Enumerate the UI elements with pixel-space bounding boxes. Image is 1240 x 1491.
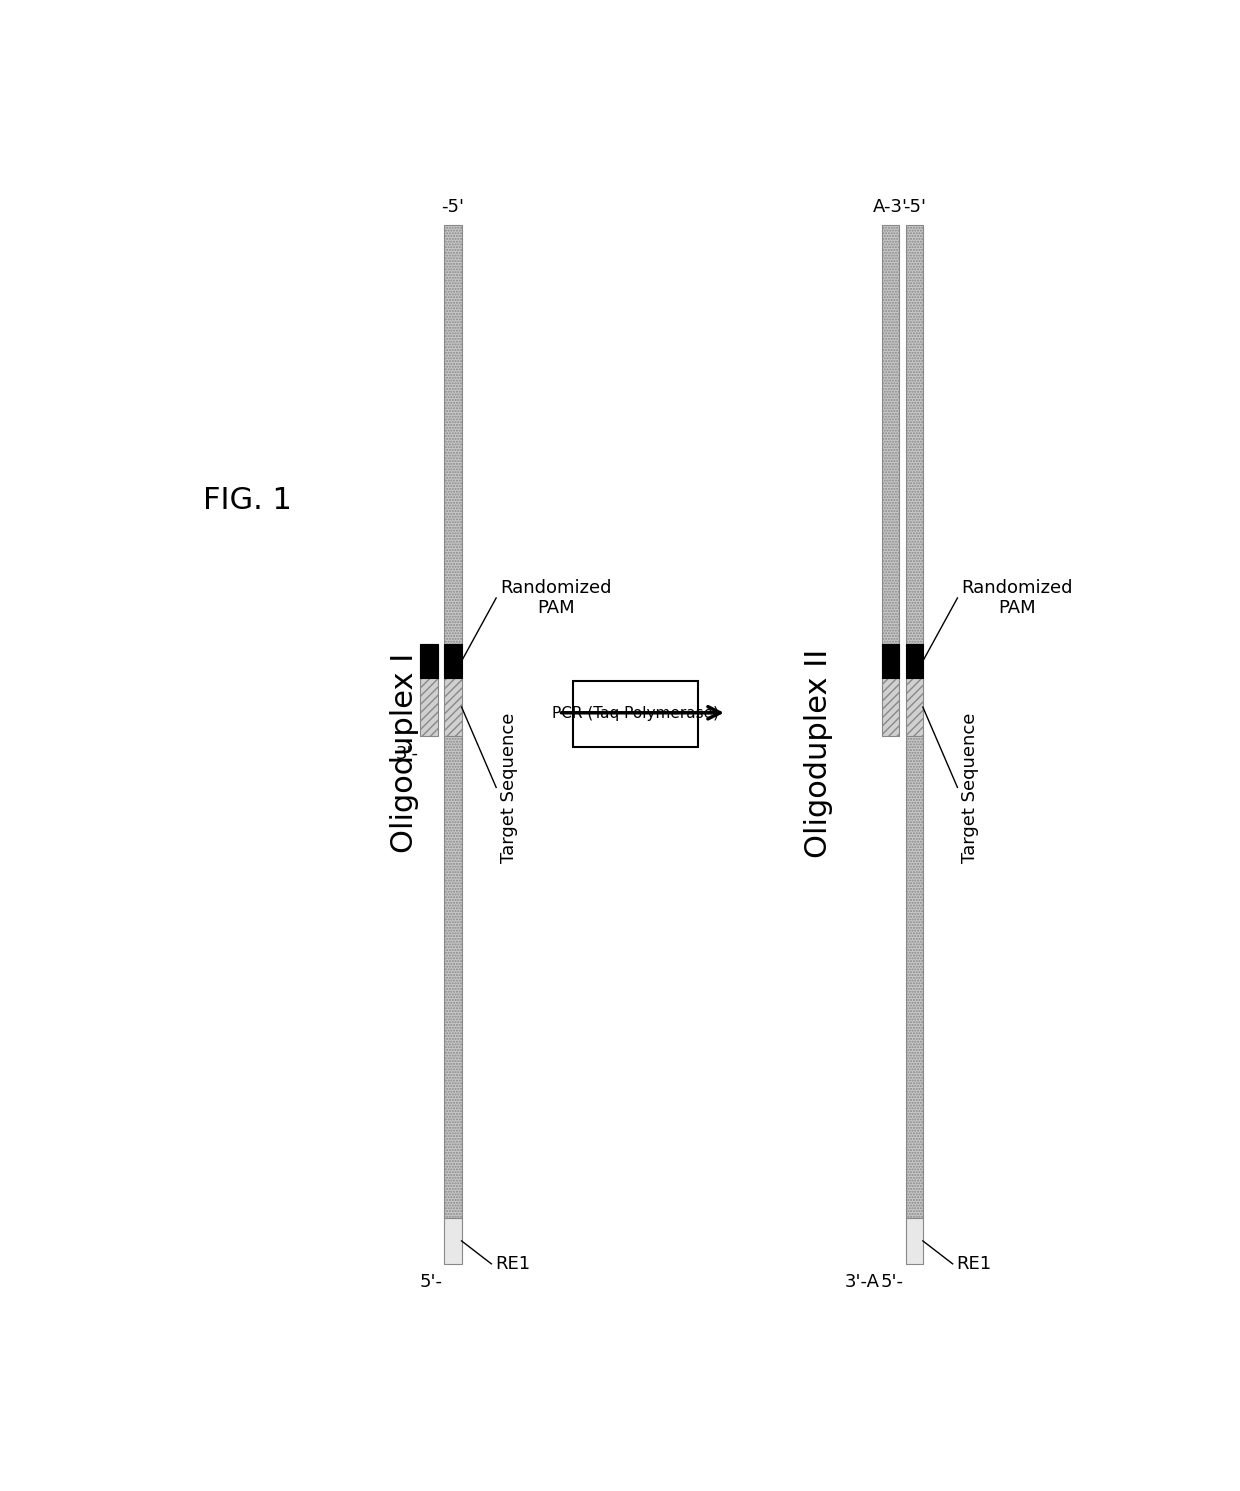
Bar <box>444 1218 461 1264</box>
Text: Target Sequence: Target Sequence <box>961 713 980 863</box>
Text: 3'-: 3'- <box>396 746 418 763</box>
Bar <box>444 225 461 644</box>
Text: RE1: RE1 <box>495 1255 531 1273</box>
Text: PCR (Taq Polymerase): PCR (Taq Polymerase) <box>552 707 719 722</box>
Bar <box>905 644 923 678</box>
Text: Target Sequence: Target Sequence <box>500 713 518 863</box>
Text: 5'-: 5'- <box>880 1273 904 1291</box>
Bar <box>444 644 461 678</box>
Text: A-3': A-3' <box>873 198 908 216</box>
Bar <box>882 225 899 644</box>
Bar <box>905 1218 923 1264</box>
Text: -5': -5' <box>903 198 926 216</box>
Bar <box>444 678 461 735</box>
Bar <box>905 678 923 735</box>
Text: 5'-: 5'- <box>419 1273 443 1291</box>
Bar <box>573 680 698 747</box>
Text: Randomized
PAM: Randomized PAM <box>961 579 1073 617</box>
Bar <box>882 644 899 735</box>
Bar <box>444 735 461 1218</box>
Text: 3'-A: 3'-A <box>844 1273 879 1291</box>
Text: RE1: RE1 <box>956 1255 992 1273</box>
Text: Oligoduplex I: Oligoduplex I <box>391 653 419 853</box>
Text: FIG. 1: FIG. 1 <box>203 486 291 514</box>
Text: Oligoduplex II: Oligoduplex II <box>804 649 832 857</box>
Bar <box>905 735 923 1218</box>
Bar <box>420 644 438 678</box>
Bar <box>420 644 438 735</box>
Text: -5': -5' <box>441 198 465 216</box>
Text: Randomized
PAM: Randomized PAM <box>500 579 611 617</box>
Bar <box>905 225 923 644</box>
Bar <box>882 644 899 678</box>
